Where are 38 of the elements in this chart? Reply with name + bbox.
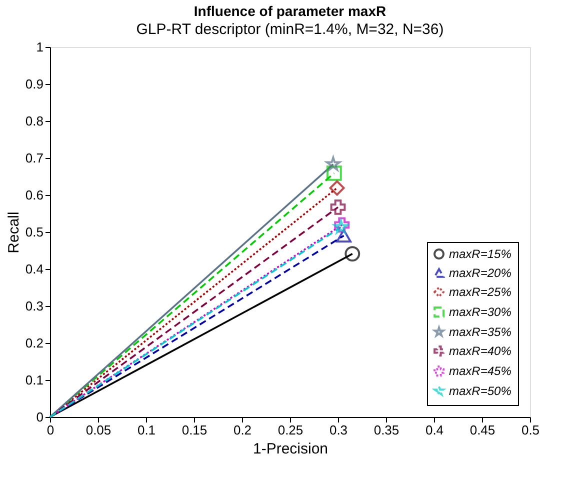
legend-label: maxR=15% bbox=[449, 247, 512, 261]
y-tick-label: 0.5 bbox=[25, 224, 44, 240]
y-tick-label: 0.2 bbox=[25, 336, 44, 350]
point bbox=[344, 246, 360, 262]
x-axis-title: 1-Precision bbox=[252, 440, 328, 458]
text: GLP-RT descriptor (minR=1.4%, M=32, N=36) bbox=[136, 21, 444, 38]
legend-label: maxR=30% bbox=[449, 305, 512, 319]
x-tick-label: 0.4 bbox=[425, 422, 444, 438]
y-tick-label: 0.9 bbox=[25, 76, 44, 92]
x-tick-label: 0.15 bbox=[182, 422, 208, 438]
x-tick-label: 0.25 bbox=[278, 422, 304, 438]
y-tick-label: 0.3 bbox=[25, 298, 44, 314]
x-tick-label: 0.35 bbox=[374, 422, 400, 438]
x-tick-label: 0.45 bbox=[470, 422, 496, 438]
x-tick-label: 0 bbox=[46, 422, 54, 438]
legend-label: maxR=20% bbox=[449, 266, 512, 280]
y-tick-label: 0.7 bbox=[25, 150, 44, 166]
y-tick-label: 0.1 bbox=[25, 372, 44, 388]
legend-label: maxR=50% bbox=[449, 384, 512, 398]
point bbox=[326, 165, 342, 181]
y-tick-label: 0.6 bbox=[25, 188, 44, 202]
y-tick-label: 0 bbox=[36, 410, 44, 424]
point bbox=[329, 180, 345, 196]
y-axis-title: Recall bbox=[5, 212, 22, 254]
y-tick-label: 0.4 bbox=[25, 262, 44, 276]
legend-label: maxR=40% bbox=[449, 344, 512, 358]
y-tick-label: 1 bbox=[36, 40, 44, 54]
legend-label: maxR=45% bbox=[449, 364, 512, 378]
point bbox=[330, 200, 346, 215]
legend-label: maxR=35% bbox=[449, 325, 512, 339]
y-tick-label: 0.8 bbox=[25, 114, 44, 128]
x-tick-label: 0.1 bbox=[137, 422, 156, 438]
x-tick-label: 0.5 bbox=[521, 422, 540, 438]
x-tick-label: 0.3 bbox=[329, 422, 348, 438]
legend-label: maxR=25% bbox=[449, 285, 512, 299]
chart-title: Influence of parameter maxR bbox=[194, 3, 386, 19]
x-tick-label: 0.05 bbox=[86, 422, 112, 438]
x-tick-label: 0.2 bbox=[233, 422, 252, 438]
